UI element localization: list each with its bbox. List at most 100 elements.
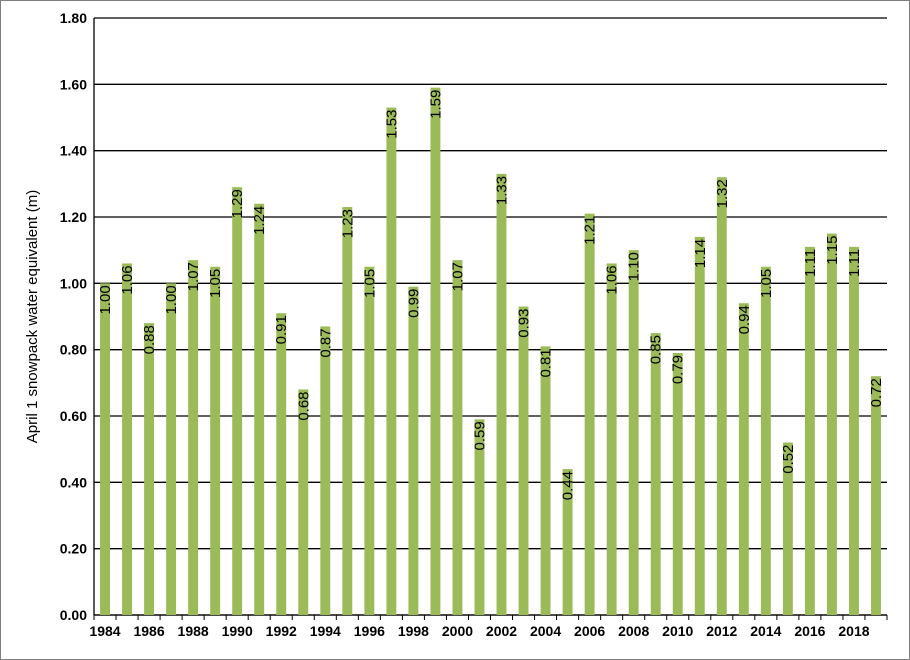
y-tick-label: 1.80 [60,10,87,26]
x-tick-label: 2014 [750,623,781,639]
bar [100,283,110,615]
data-label: 1.21 [582,216,599,245]
data-label: 0.68 [295,391,312,420]
bar [430,87,441,615]
data-label: 1.15 [824,236,841,265]
data-label: 0.81 [538,348,555,377]
y-tick-label: 0.60 [60,408,87,424]
x-tick-label: 1984 [89,623,120,639]
y-axis-label: April 1 snowpack water equivalent (m) [24,190,41,443]
x-tick-label: 2018 [838,623,869,639]
x-tick-label: 2016 [794,623,825,639]
bar [628,250,639,615]
data-label: 0.93 [516,309,533,338]
data-label: 0.88 [141,325,158,354]
data-label: 1.33 [494,176,511,205]
data-label: 1.23 [339,209,356,238]
x-tick-label: 2008 [618,623,649,639]
bar [738,303,749,615]
bar [782,442,793,615]
data-label: 1.59 [427,90,444,119]
data-label: 0.94 [736,305,753,334]
y-tick-label: 0.00 [60,607,87,623]
x-tick-label: 1992 [266,623,297,639]
bar [276,313,287,615]
bar [122,263,132,615]
data-label: 0.72 [868,378,885,407]
x-tick-label: 1988 [178,623,209,639]
y-tick-label: 1.40 [60,143,87,159]
data-label: 1.53 [383,110,400,139]
data-label: 1.07 [185,262,202,291]
bar [562,469,573,615]
bar [672,352,683,615]
x-tick-label: 2000 [442,623,473,639]
data-label: 0.52 [780,445,797,474]
bar [342,207,353,616]
bar [452,260,463,615]
bar [232,187,243,615]
bar [386,107,397,616]
y-tick-label: 0.40 [60,474,87,490]
data-label: 1.10 [626,252,643,281]
bar [496,173,507,615]
bar [584,213,595,615]
bar [210,266,221,615]
data-label: 1.32 [714,179,731,208]
bar [694,236,705,615]
data-label: 1.05 [361,269,378,298]
bar [606,263,617,615]
data-label: 0.59 [471,421,488,450]
data-label: 1.05 [758,269,775,298]
data-label: 1.11 [846,249,863,277]
bar [474,419,485,615]
y-tick-label: 1.00 [60,275,87,291]
data-label: 1.07 [449,262,466,291]
x-tick-label: 2010 [662,623,693,639]
data-label: 1.24 [251,206,268,235]
bar [364,266,375,615]
bar [408,286,419,615]
data-label: 0.85 [648,335,665,364]
y-tick-label: 0.80 [60,342,87,358]
bar [650,333,661,615]
bar [254,203,265,615]
data-label: 1.05 [207,269,224,298]
bar [871,376,881,615]
bar [760,266,771,615]
y-tick-label: 0.20 [60,541,87,557]
data-label: 0.87 [317,328,334,357]
data-label: 0.79 [670,355,687,384]
data-label: 1.06 [119,265,136,294]
bar [826,233,837,616]
x-tick-label: 1998 [398,623,429,639]
x-tick-label: 1996 [354,623,385,639]
x-tick-label: 2006 [574,623,605,639]
x-tick-label: 2012 [706,623,737,639]
y-tick-label: 1.60 [60,76,87,92]
x-tick-label: 2002 [486,623,517,639]
bar [188,260,199,615]
x-tick-label: 1994 [310,623,341,639]
data-label: 1.29 [229,189,246,218]
x-tick-label: 2004 [530,623,561,639]
data-label: 1.11 [802,249,819,277]
x-tick-label: 1990 [222,623,253,639]
y-tick-label: 1.20 [60,209,87,225]
bar [849,246,859,615]
x-tick-label: 1986 [133,623,164,639]
data-label: 1.00 [163,285,180,314]
bar [144,323,155,615]
data-label: 0.44 [560,471,577,500]
bar [166,283,177,615]
data-label: 0.99 [405,289,422,318]
bar [716,177,727,615]
bar [540,346,551,615]
bar [298,389,309,615]
data-label: 1.06 [604,265,621,294]
data-label: 0.91 [273,315,290,344]
bar [804,246,815,615]
data-label: 1.14 [692,239,709,268]
bar [518,306,529,615]
